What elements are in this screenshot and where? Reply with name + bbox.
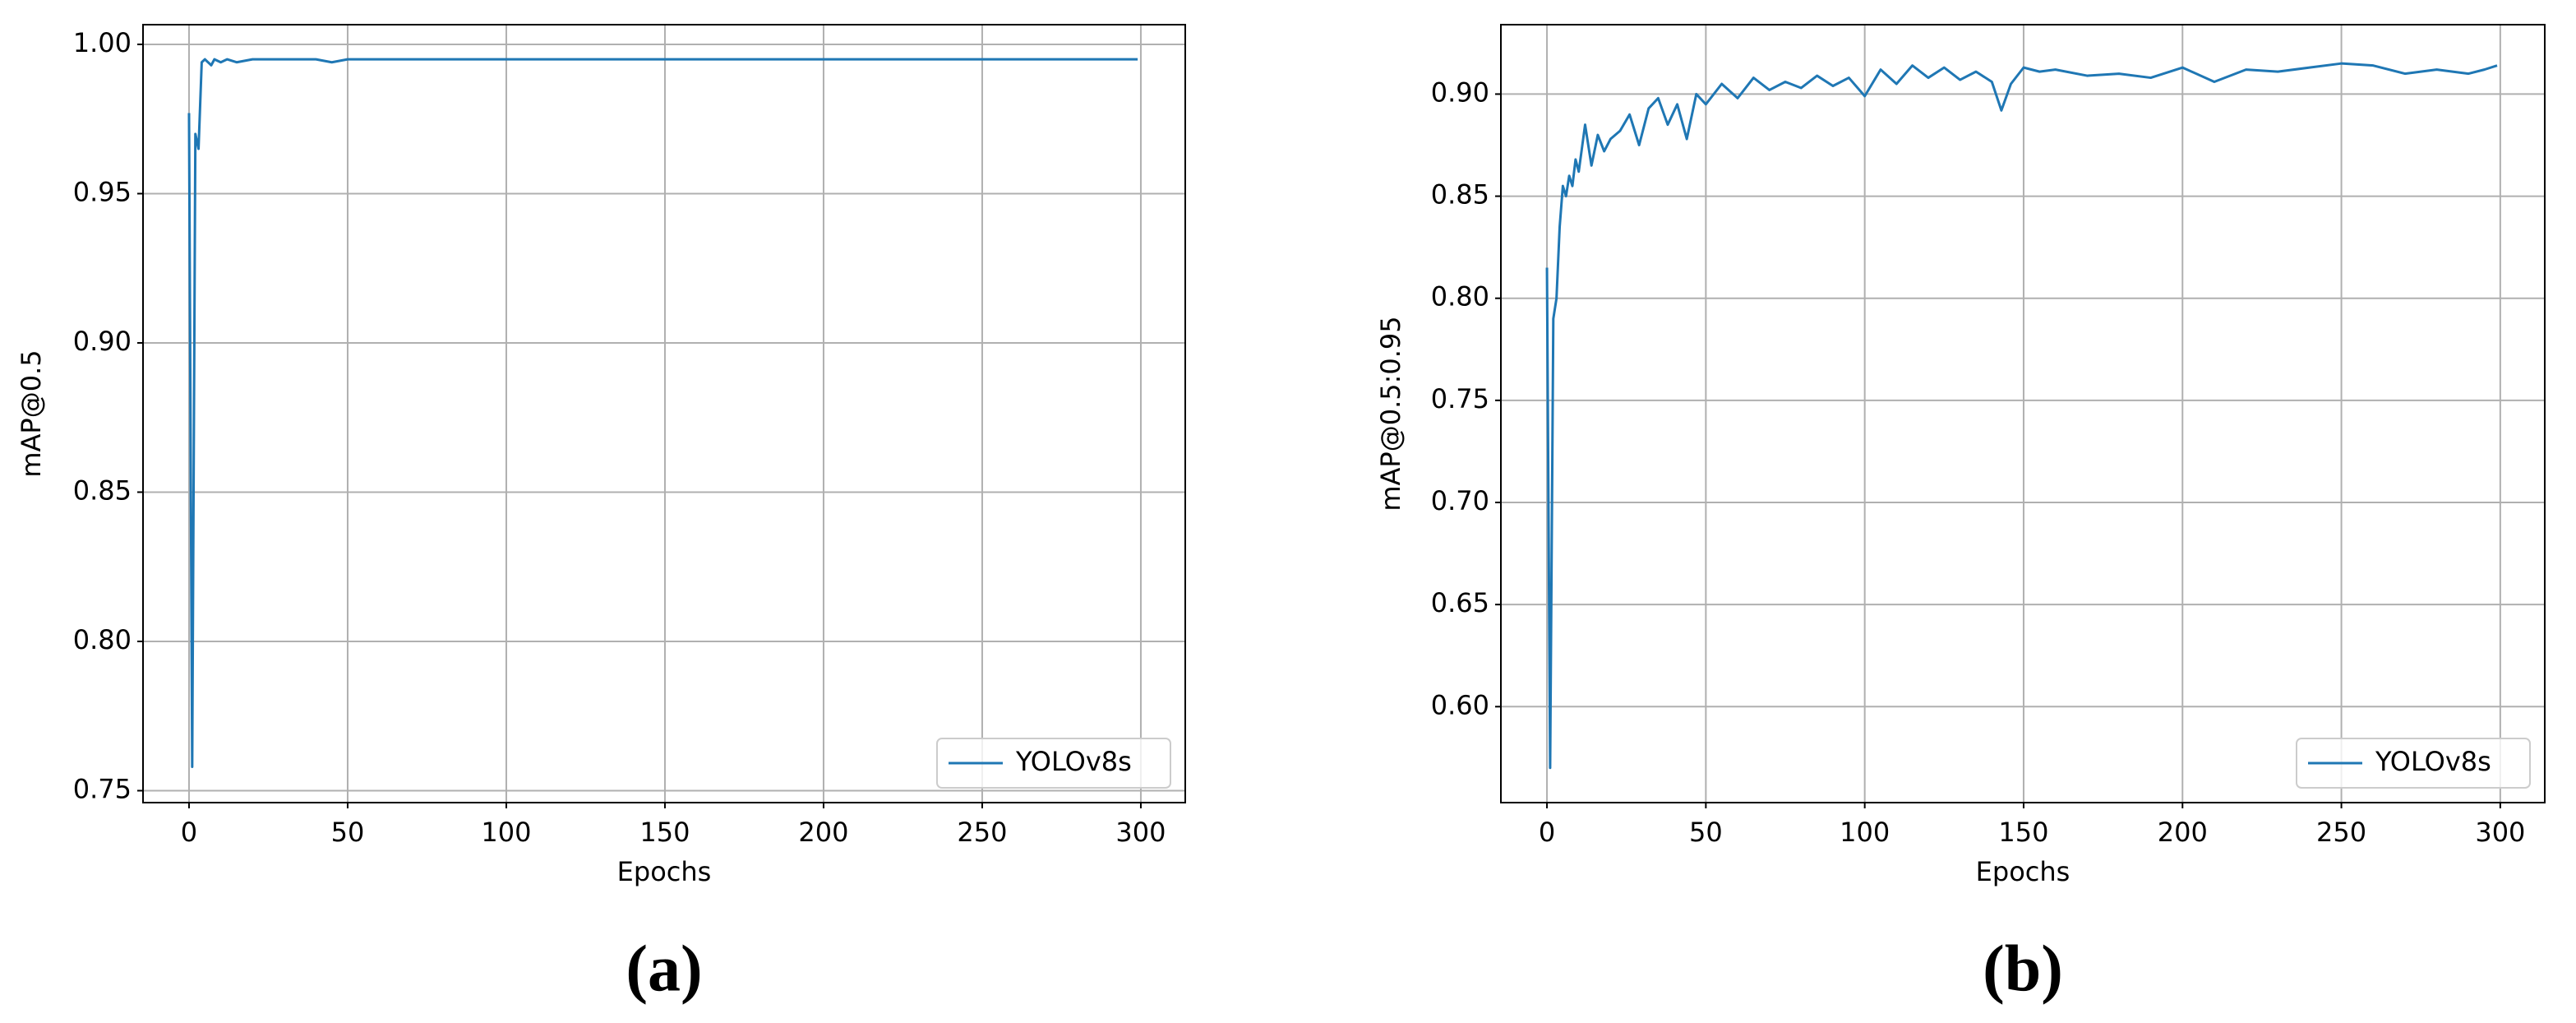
x-tick-label: 100 bbox=[1840, 817, 1890, 848]
y-tick-label: 0.90 bbox=[73, 326, 132, 357]
legend-label: YOLOv8s bbox=[2375, 746, 2491, 777]
x-tick-label: 50 bbox=[331, 817, 365, 848]
x-tick-label: 100 bbox=[481, 817, 531, 848]
axes-frame bbox=[142, 24, 1186, 803]
y-axis-label: mAP@0.5 bbox=[16, 349, 47, 477]
y-tick-label: 0.90 bbox=[1431, 76, 1489, 108]
y-tick-label: 0.85 bbox=[73, 474, 132, 506]
caption: (b) bbox=[1983, 933, 2063, 1005]
legend: YOLOv8s bbox=[2296, 738, 2531, 789]
y-axis-label: mAP@0.5:0.95 bbox=[1375, 316, 1406, 511]
x-tick-label: 0 bbox=[1539, 817, 1555, 848]
x-tick-label: 200 bbox=[798, 817, 848, 848]
y-tick-label: 0.60 bbox=[1431, 689, 1489, 720]
x-tick-label: 250 bbox=[957, 817, 1007, 848]
x-tick-label: 300 bbox=[2475, 817, 2525, 848]
y-tick-label: 0.65 bbox=[1431, 587, 1489, 618]
x-tick-label: 300 bbox=[1115, 817, 1166, 848]
y-tick-label: 1.00 bbox=[73, 27, 132, 58]
y-tick-label: 0.95 bbox=[73, 176, 132, 207]
x-tick-label: 150 bbox=[639, 817, 690, 848]
caption: (a) bbox=[626, 933, 702, 1005]
y-tick-label: 0.80 bbox=[73, 624, 132, 655]
data-line bbox=[187, 58, 1138, 768]
x-tick-label: 200 bbox=[2158, 817, 2208, 848]
data-line bbox=[1545, 62, 2498, 770]
x-tick-label: 0 bbox=[181, 817, 197, 848]
legend: YOLOv8s bbox=[936, 738, 1171, 789]
y-tick-label: 0.75 bbox=[1431, 383, 1489, 414]
legend-box bbox=[2296, 738, 2531, 789]
x-axis-label: Epochs bbox=[617, 856, 712, 887]
legend-box bbox=[936, 738, 1171, 789]
y-tick-label: 0.80 bbox=[1431, 281, 1489, 312]
y-tick-label: 0.70 bbox=[1431, 485, 1489, 516]
x-axis-label: Epochs bbox=[1976, 856, 2070, 887]
x-tick-label: 50 bbox=[1689, 817, 1723, 848]
x-tick-label: 250 bbox=[2316, 817, 2366, 848]
y-tick-label: 0.85 bbox=[1431, 179, 1489, 211]
legend-label: YOLOv8s bbox=[1015, 746, 1132, 777]
x-tick-label: 150 bbox=[1998, 817, 2048, 848]
y-tick-label: 0.75 bbox=[73, 773, 132, 804]
axes-frame bbox=[1500, 24, 2546, 803]
